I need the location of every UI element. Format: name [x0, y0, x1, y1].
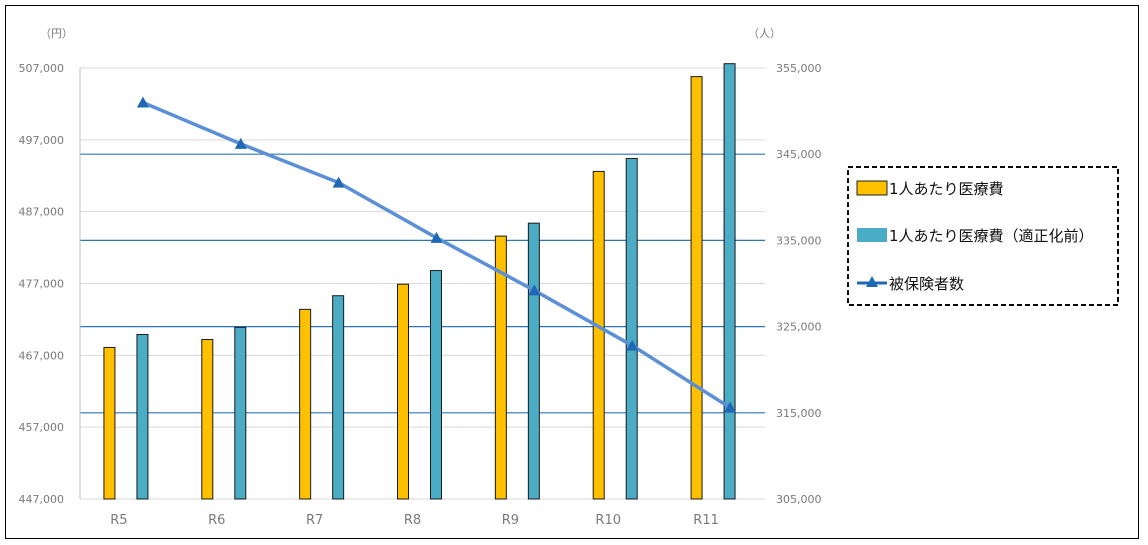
right-tick-label-0: 305,000: [776, 493, 822, 506]
left-tick-label-1: 457,000: [19, 421, 65, 434]
line-point-R5: [136, 96, 149, 108]
left-tick-label-6: 507,000: [19, 62, 65, 75]
left-tick-label-4: 487,000: [19, 206, 65, 219]
bar-1-R10: [592, 170, 605, 500]
line-point-R7: [332, 176, 345, 188]
left-tick-label-0: 447,000: [19, 493, 65, 506]
bar-1-R7: [299, 308, 312, 500]
bar-1-R6: [201, 339, 214, 500]
legend-swatch-bar-1: [856, 180, 888, 196]
bar-2-R10: [625, 158, 638, 500]
left-tick-label-2: 467,000: [19, 349, 65, 362]
legend: 1人あたり医療費 1人あたり医療費（適正化前） 被保険者数: [847, 166, 1119, 306]
right-tick-label-1: 315,000: [776, 407, 822, 420]
legend-swatch-bar-2: [857, 228, 887, 242]
category-label-R10: R10: [595, 513, 621, 528]
line-point-R6: [234, 137, 247, 149]
line-point-R10: [626, 339, 639, 351]
category-label-R5: R5: [110, 513, 127, 528]
line-series: [136, 96, 737, 413]
right-tick-label-4: 345,000: [776, 148, 822, 161]
bar-1-R5: [103, 346, 116, 500]
bar-2-R8: [430, 270, 442, 500]
bar-1-R11: [690, 76, 703, 500]
right-tick-label-3: 335,000: [776, 234, 822, 247]
legend-box: [847, 166, 1119, 306]
line-point-R9: [528, 284, 541, 296]
bar-2-R9: [527, 222, 540, 500]
legend-label-2: 1人あたり医療費（適正化前）: [889, 227, 1094, 245]
category-label-R6: R6: [208, 513, 225, 528]
bars: [103, 63, 736, 500]
category-label-R8: R8: [404, 513, 421, 528]
line-point-R8: [430, 231, 443, 243]
category-label-R9: R9: [502, 513, 519, 528]
category-label-R11: R11: [693, 513, 719, 528]
bar-2-R6: [234, 326, 247, 500]
right-tick-label-2: 325,000: [776, 321, 822, 334]
bar-2-R5: [136, 334, 149, 500]
bar-1-R8: [397, 283, 409, 500]
left-tick-label-5: 497,000: [19, 134, 65, 147]
bar-1-R9: [494, 235, 507, 500]
axes: 447,000 457,000 467,000 477,000 487,000 497,0…: [19, 62, 822, 528]
left-axis-unit: （円）: [40, 27, 73, 40]
line-point-R11: [724, 401, 737, 413]
grid: [80, 67, 765, 500]
right-tick-label-5: 355,000: [776, 62, 822, 75]
legend-label-3: 被保険者数: [889, 275, 964, 293]
category-label-R7: R7: [306, 513, 323, 528]
bar-2-R7: [332, 295, 345, 500]
legend-marker-triangle: [866, 276, 878, 287]
right-axis-unit: （人）: [748, 27, 781, 40]
bar-2-R11: [723, 63, 736, 500]
left-tick-label-3: 477,000: [19, 278, 65, 291]
legend-label-1: 1人あたり医療費: [889, 180, 1004, 198]
